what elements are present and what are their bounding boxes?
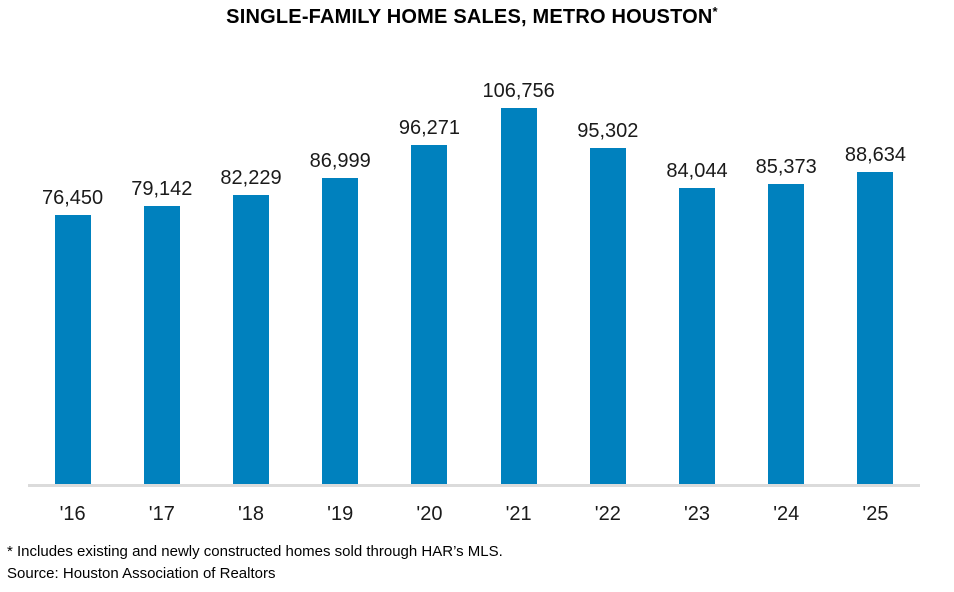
bar-column: 106,756 <box>474 0 563 485</box>
bar-value-label: 96,271 <box>398 117 460 139</box>
bar <box>143 206 180 485</box>
title-asterisk: * <box>712 4 718 19</box>
footnote-line: * Includes existing and newly constructe… <box>7 543 503 560</box>
bar-value-label: 82,229 <box>220 167 282 189</box>
bar-value-label: 84,044 <box>666 160 728 182</box>
chart-title: SINGLE-FAMILY HOME SALES, METRO HOUSTON* <box>0 4 944 29</box>
x-axis-label: '20 <box>416 503 443 525</box>
x-axis-label: '25 <box>862 503 889 525</box>
bar <box>500 108 537 485</box>
bar-value-label: 95,302 <box>577 120 639 142</box>
plot-area: 76,450 79,142 82,229 86,999 96,271 106,756 95,… <box>28 0 920 485</box>
bar <box>54 215 91 485</box>
chart-title-text: SINGLE-FAMILY HOME SALES, METRO HOUSTON <box>226 6 713 28</box>
bar <box>679 188 716 485</box>
bar-column: 95,302 <box>563 0 652 485</box>
axis-baseline <box>28 484 920 487</box>
x-axis-label: '17 <box>148 503 175 525</box>
bar-value-label: 85,373 <box>755 156 817 178</box>
x-axis-label: '24 <box>773 503 800 525</box>
bar-column: 82,229 <box>206 0 295 485</box>
x-axis-label: '22 <box>594 503 621 525</box>
x-axis: '16 '17 '18 '19 '20 '21 '22 '23 '24 '25 <box>28 500 920 528</box>
bar-value-label: 79,142 <box>131 178 193 200</box>
bar-value-label: 76,450 <box>42 187 104 209</box>
x-axis-label: '21 <box>505 503 532 525</box>
source-line: Source: Houston Association of Realtors <box>7 565 276 582</box>
x-axis-label: '23 <box>683 503 711 525</box>
x-axis-label: '19 <box>327 503 354 525</box>
bar <box>322 178 359 485</box>
footnote: * Includes existing and newly constructe… <box>7 541 503 585</box>
x-axis-label: '16 <box>59 503 86 525</box>
bar <box>233 195 269 485</box>
bar-value-label: 106,756 <box>482 80 555 102</box>
bar <box>768 184 805 485</box>
x-axis-label: '18 <box>237 503 265 525</box>
bar-column: 96,271 <box>385 0 474 485</box>
bar-column: 88,634 <box>831 0 920 485</box>
bar-column: 76,450 <box>28 0 117 485</box>
bar <box>857 172 894 485</box>
bar-column: 86,999 <box>296 0 385 485</box>
bar-column: 84,044 <box>652 0 741 485</box>
bar-column: 85,373 <box>742 0 831 485</box>
bar-value-label: 86,999 <box>309 150 371 172</box>
bar-value-label: 88,634 <box>844 144 907 166</box>
bar-column: 79,142 <box>117 0 206 485</box>
bar <box>589 148 626 485</box>
bar <box>411 145 448 485</box>
